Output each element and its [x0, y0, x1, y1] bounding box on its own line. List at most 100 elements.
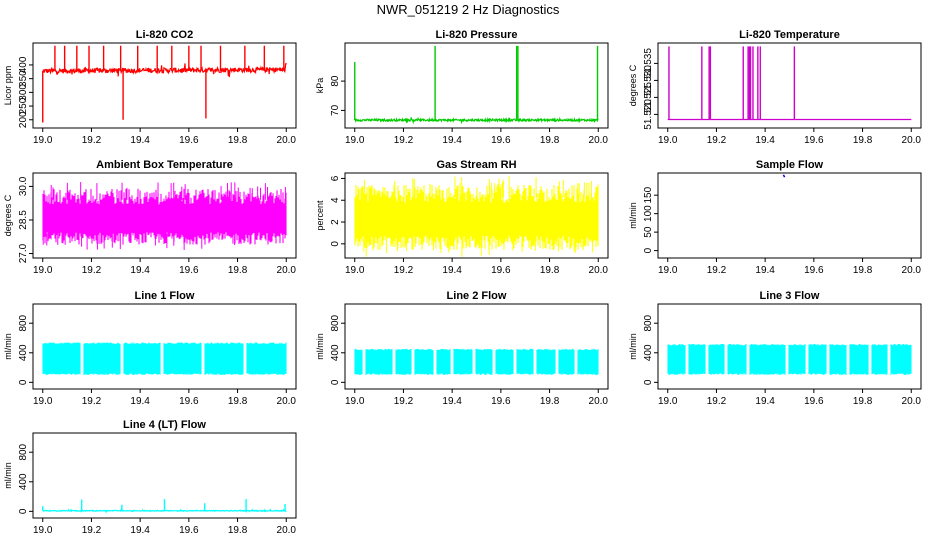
y-axis-label: ml/min [3, 333, 13, 360]
x-tick-label: 19.0 [345, 265, 365, 276]
series-line [354, 116, 599, 125]
x-tick-label: 19.4 [755, 396, 775, 407]
x-tick-label: 19.6 [179, 135, 199, 146]
y-axis-label: ml/min [628, 202, 638, 229]
y-tick-label: 0 [643, 379, 654, 385]
plot-frame [657, 42, 922, 129]
y-tick-label: 28.5 [18, 210, 29, 230]
panel-title: Line 2 Flow [447, 290, 507, 302]
y-tick-label: 800 [643, 314, 654, 331]
y-tick-label: 0 [18, 508, 29, 514]
y-tick-label: 4 [330, 197, 341, 203]
x-tick-label: 20.0 [902, 396, 922, 407]
y-tick-label: 200 [18, 111, 29, 128]
y-tick-label: 400 [18, 344, 29, 361]
panel-title: Line 3 Flow [760, 290, 820, 302]
x-tick-label: 19.8 [540, 396, 560, 407]
series [42, 182, 287, 250]
y-tick-label: 30.0 [18, 176, 29, 196]
series [354, 176, 599, 257]
series-line [782, 174, 786, 178]
y-tick-label: 51.520 [643, 99, 654, 130]
y-tick-label: 51.525 [643, 82, 654, 113]
panel-2: Li-820 Pressure kPa 19.0 19.2 19.4 19.6 19.8 20… [315, 29, 609, 146]
y-tick-label: 0 [643, 247, 654, 253]
x-tick-label: 19.6 [179, 525, 199, 536]
x-tick-label: 19.2 [707, 396, 727, 407]
y-tick-label: 400 [18, 56, 29, 73]
x-tick-label: 19.4 [442, 135, 462, 146]
x-tick-label: 20.0 [277, 525, 297, 536]
x-tick-label: 19.4 [442, 265, 462, 276]
y-tick-label: 2 [330, 219, 341, 225]
plot-frame [657, 303, 922, 390]
y-tick-label: 51.530 [643, 65, 654, 96]
panel-8: Line 2 Flow ml/min 19.0 19.2 19.4 19.6 19.8 20.… [315, 290, 609, 407]
panel-6: Sample Flow ml/min 19.0 19.2 19.4 19.6 19.8 20.… [628, 159, 922, 276]
y-axis-label: ml/min [628, 333, 638, 360]
x-tick-label: 19.8 [853, 265, 873, 276]
y-tick-label: 150 [643, 186, 654, 203]
x-tick-label: 19.2 [707, 135, 727, 146]
y-axis-label: ml/min [315, 333, 325, 360]
y-tick-label: 800 [18, 314, 29, 331]
y-axis-label: degrees C [3, 194, 13, 236]
x-tick-label: 19.4 [130, 135, 150, 146]
x-tick-label: 19.4 [755, 135, 775, 146]
x-tick-label: 19.8 [540, 135, 560, 146]
y-tick-label: 400 [643, 344, 654, 361]
x-tick-label: 20.0 [589, 265, 609, 276]
series [354, 348, 599, 375]
series [667, 46, 912, 121]
panel-title: Li-820 Pressure [436, 29, 518, 41]
y-tick-label: 250 [18, 97, 29, 114]
plot-frame [657, 172, 922, 259]
series [667, 343, 912, 375]
y-axis-label: ml/min [3, 462, 13, 489]
y-tick-label: 51.535 [643, 48, 654, 79]
y-tick-label: 400 [330, 344, 341, 361]
x-tick-label: 19.2 [394, 265, 414, 276]
x-tick-label: 19.8 [228, 135, 248, 146]
x-tick-label: 19.0 [345, 135, 365, 146]
y-tick-label: 800 [330, 314, 341, 331]
y-axis-label: Licor ppm [3, 66, 13, 106]
series [782, 174, 786, 178]
plot-frame [32, 432, 297, 519]
x-tick-label: 19.8 [853, 396, 873, 407]
panel-title: Line 1 Flow [135, 290, 195, 302]
x-tick-label: 19.2 [394, 135, 414, 146]
x-tick-label: 20.0 [589, 135, 609, 146]
x-tick-label: 19.8 [853, 135, 873, 146]
x-tick-label: 19.8 [228, 265, 248, 276]
panel-1: Li-820 CO2 Licor ppm 19.0 19.2 19.4 19.6 19.8 2… [3, 29, 297, 146]
plot-frame [32, 303, 297, 390]
figure-title: NWR_051219 2 Hz Diagnostics [377, 2, 560, 17]
y-axis-label: degrees C [628, 64, 638, 106]
x-tick-label: 19.6 [491, 396, 511, 407]
panel-4: Ambient Box Temperature degrees C 19.0 19.2… [3, 159, 297, 276]
series-line [42, 62, 287, 78]
panel-9: Line 3 Flow ml/min 19.0 19.2 19.4 19.6 19.8 20.… [628, 290, 922, 407]
x-tick-label: 19.2 [394, 396, 414, 407]
x-tick-label: 19.2 [82, 135, 102, 146]
y-tick-label: 80 [330, 75, 341, 87]
panel-3: Li-820 Temperature degrees C 19.0 19.2 19.4 1… [628, 29, 922, 146]
x-tick-label: 19.0 [658, 396, 678, 407]
y-tick-label: 800 [18, 443, 29, 460]
panel-title: Li-820 CO2 [136, 29, 193, 41]
x-tick-label: 20.0 [902, 265, 922, 276]
series [354, 45, 599, 125]
x-tick-label: 19.0 [33, 265, 53, 276]
x-tick-label: 20.0 [589, 396, 609, 407]
plot-frame [344, 42, 609, 129]
x-tick-label: 19.0 [658, 265, 678, 276]
x-tick-label: 19.6 [804, 135, 824, 146]
panel-10: Line 4 (LT) Flow ml/min 19.0 19.2 19.4 19.6 19… [3, 419, 297, 536]
y-tick-label: 400 [18, 473, 29, 490]
y-tick-label: 0 [330, 379, 341, 385]
panel-title: Ambient Box Temperature [96, 159, 233, 171]
x-tick-label: 20.0 [902, 135, 922, 146]
x-tick-label: 20.0 [277, 135, 297, 146]
